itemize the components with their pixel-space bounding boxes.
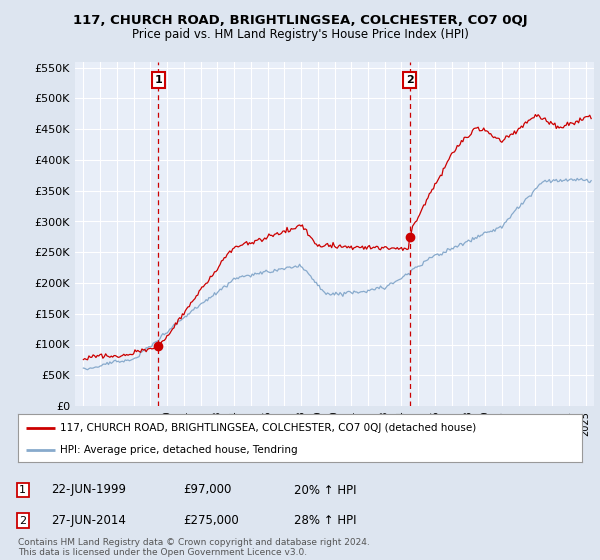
- Text: 117, CHURCH ROAD, BRIGHTLINGSEA, COLCHESTER, CO7 0QJ (detached house): 117, CHURCH ROAD, BRIGHTLINGSEA, COLCHES…: [60, 423, 476, 433]
- Text: 20% ↑ HPI: 20% ↑ HPI: [294, 483, 356, 497]
- Text: £97,000: £97,000: [183, 483, 232, 497]
- Text: 22-JUN-1999: 22-JUN-1999: [51, 483, 126, 497]
- Text: 117, CHURCH ROAD, BRIGHTLINGSEA, COLCHESTER, CO7 0QJ: 117, CHURCH ROAD, BRIGHTLINGSEA, COLCHES…: [73, 14, 527, 27]
- Text: 1: 1: [154, 75, 162, 85]
- Text: £275,000: £275,000: [183, 514, 239, 528]
- Text: 27-JUN-2014: 27-JUN-2014: [51, 514, 126, 528]
- Text: 28% ↑ HPI: 28% ↑ HPI: [294, 514, 356, 528]
- Text: HPI: Average price, detached house, Tendring: HPI: Average price, detached house, Tend…: [60, 445, 298, 455]
- Text: Price paid vs. HM Land Registry's House Price Index (HPI): Price paid vs. HM Land Registry's House …: [131, 28, 469, 41]
- Text: Contains HM Land Registry data © Crown copyright and database right 2024.
This d: Contains HM Land Registry data © Crown c…: [18, 538, 370, 557]
- Text: 1: 1: [19, 485, 26, 495]
- Text: 2: 2: [406, 75, 413, 85]
- Text: 2: 2: [19, 516, 26, 526]
